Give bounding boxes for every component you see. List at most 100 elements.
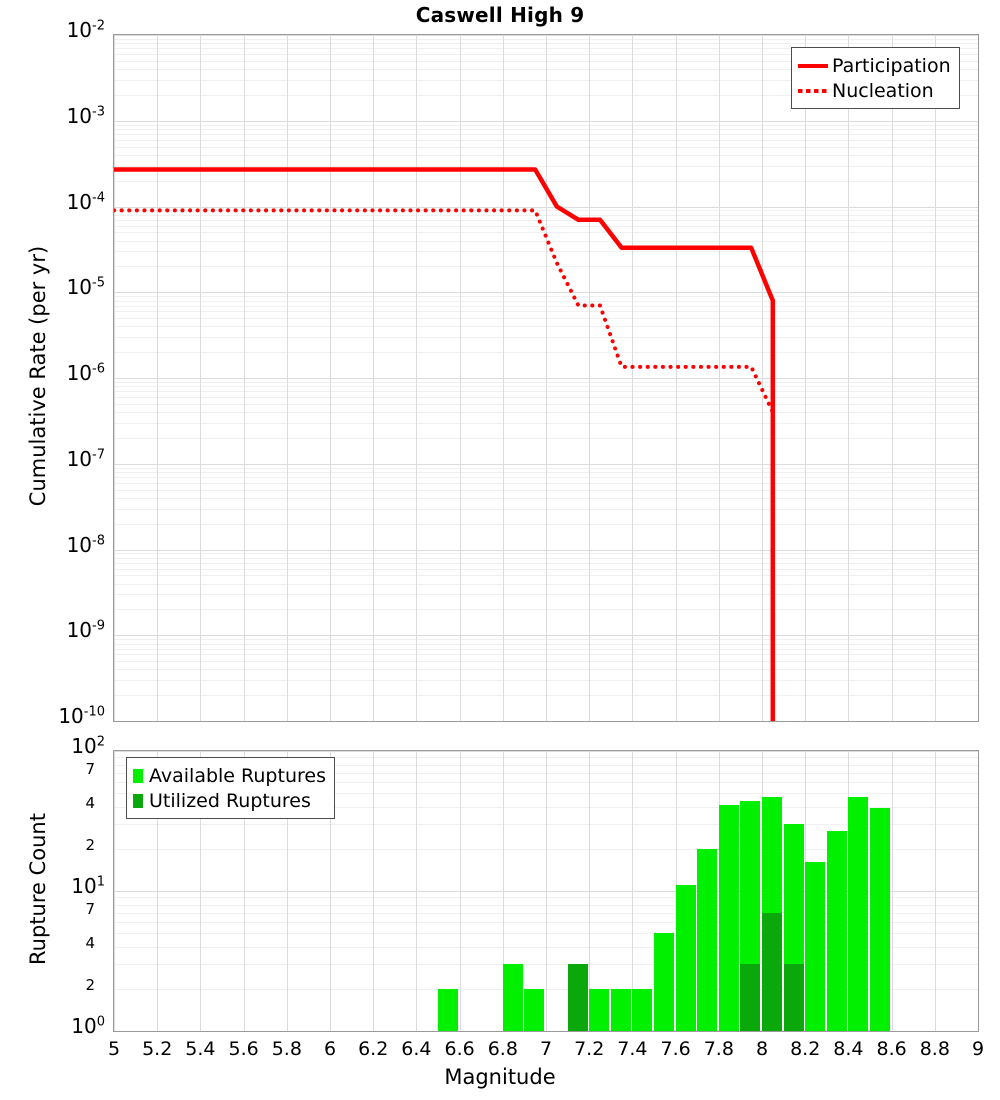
y-tick-label: 101 — [71, 874, 105, 898]
gridline-vertical — [114, 751, 115, 1031]
x-tick-label: 8.2 — [790, 1038, 821, 1060]
gridline-vertical — [546, 751, 547, 1031]
gridline-vertical — [157, 751, 159, 1031]
y-tick-label-minor: 7 — [85, 899, 95, 918]
gridline-vertical — [330, 35, 331, 721]
x-tick-label: 5.6 — [228, 1038, 259, 1060]
bar-available — [632, 988, 653, 1031]
y-tick-label: 10-8 — [66, 532, 105, 557]
y-tick-label: 10-10 — [58, 704, 105, 728]
bar-utilized — [783, 964, 804, 1031]
bar-available — [697, 848, 718, 1031]
y-tick-label-minor: 2 — [85, 835, 95, 854]
gridline-vertical — [805, 35, 807, 721]
gridline-vertical — [934, 35, 936, 721]
y-tick-label: 10-2 — [66, 18, 105, 42]
legend-item-utilized: Utilized Ruptures — [133, 788, 326, 813]
gridline-vertical — [330, 751, 331, 1031]
gridline-vertical — [459, 751, 461, 1031]
gridline-vertical — [589, 751, 591, 1031]
x-tick-label: 6.6 — [444, 1038, 475, 1060]
bar-available — [589, 988, 610, 1031]
gridline-vertical — [286, 35, 288, 721]
legend-label-utilized: Utilized Ruptures — [149, 789, 311, 812]
y-tick-label: 102 — [71, 734, 105, 758]
gridline-vertical — [459, 35, 461, 721]
x-tick-label: 8.6 — [876, 1038, 907, 1060]
x-tick-label: 9 — [971, 1038, 985, 1060]
bar-utilized — [762, 912, 783, 1031]
y-tick-label-minor: 4 — [85, 793, 95, 812]
x-axis-label: Magnitude — [444, 1065, 556, 1089]
gridline-vertical — [934, 751, 936, 1031]
gridline-vertical — [157, 35, 159, 721]
gridline-vertical — [200, 35, 202, 721]
y-tick-label-minor: 2 — [85, 975, 95, 994]
gridline-vertical — [416, 751, 418, 1031]
bar-available — [438, 988, 459, 1031]
x-tick-label: 6.8 — [487, 1038, 518, 1060]
y-tick-label: 10-4 — [66, 189, 105, 214]
series-participation — [114, 167, 776, 721]
bar-available — [870, 808, 891, 1031]
bar-utilized — [740, 964, 761, 1031]
top-chart-legend: Participation Nucleation — [791, 47, 960, 109]
gridline-vertical — [373, 751, 375, 1031]
bar-available — [524, 988, 545, 1031]
gridline-vertical — [502, 751, 504, 1031]
page-title: Caswell High 9 — [415, 3, 585, 27]
legend-item-nucleation: Nucleation — [798, 78, 951, 103]
gridline-major — [114, 721, 978, 722]
y-tick-label: 10-5 — [66, 275, 105, 300]
gridline-vertical — [243, 751, 245, 1031]
gridline-vertical — [243, 35, 245, 721]
x-tick-label: 5.4 — [185, 1038, 216, 1060]
gridline-vertical — [675, 35, 677, 721]
gridline-vertical — [978, 35, 979, 721]
x-tick-label: 6 — [323, 1038, 337, 1060]
dotted-line-icon — [798, 88, 828, 93]
gridline-vertical — [848, 35, 850, 721]
x-tick-label: 5.2 — [142, 1038, 173, 1060]
utilized-color-icon — [133, 793, 143, 808]
gridline-vertical — [589, 35, 591, 721]
series-nucleation — [114, 208, 775, 721]
y-tick-label: 10-3 — [66, 103, 105, 128]
legend-item-participation: Participation — [798, 53, 951, 78]
gridline-vertical — [891, 751, 893, 1031]
gridline-major — [114, 1031, 978, 1032]
x-tick-label: 8.8 — [919, 1038, 950, 1060]
gridline-vertical — [978, 751, 979, 1031]
x-tick-label: 8.4 — [833, 1038, 864, 1060]
bottom-chart-legend: Available Ruptures Utilized Ruptures — [126, 757, 335, 819]
gridline-vertical — [200, 751, 202, 1031]
bar-available — [848, 796, 869, 1031]
legend-item-available: Available Ruptures — [133, 763, 326, 788]
gridline-vertical — [373, 35, 375, 721]
bar-available — [675, 885, 696, 1031]
x-tick-label: 7.4 — [617, 1038, 648, 1060]
bar-available — [502, 964, 523, 1031]
y-tick-label: 100 — [71, 1014, 105, 1038]
x-tick-label: 7.8 — [703, 1038, 734, 1060]
bar-utilized — [567, 964, 588, 1031]
x-tick-label: 6.2 — [358, 1038, 389, 1060]
x-tick-label: 8 — [755, 1038, 769, 1060]
y-tick-label-minor: 4 — [85, 933, 95, 952]
gridline-vertical — [632, 751, 634, 1031]
legend-label-participation: Participation — [832, 54, 951, 77]
gridline-vertical — [891, 35, 893, 721]
gridline-vertical — [718, 35, 720, 721]
gridline-vertical — [632, 35, 634, 721]
legend-label-available: Available Ruptures — [149, 764, 326, 787]
bar-available — [826, 830, 847, 1031]
x-tick-label: 7.2 — [574, 1038, 605, 1060]
bar-available — [805, 862, 826, 1031]
x-tick-label: 5 — [107, 1038, 121, 1060]
gridline-vertical — [502, 35, 504, 721]
gridline-vertical — [546, 35, 547, 721]
legend-label-nucleation: Nucleation — [832, 79, 934, 102]
y-tick-label: 10-6 — [66, 361, 105, 385]
gridline-vertical — [762, 35, 763, 721]
